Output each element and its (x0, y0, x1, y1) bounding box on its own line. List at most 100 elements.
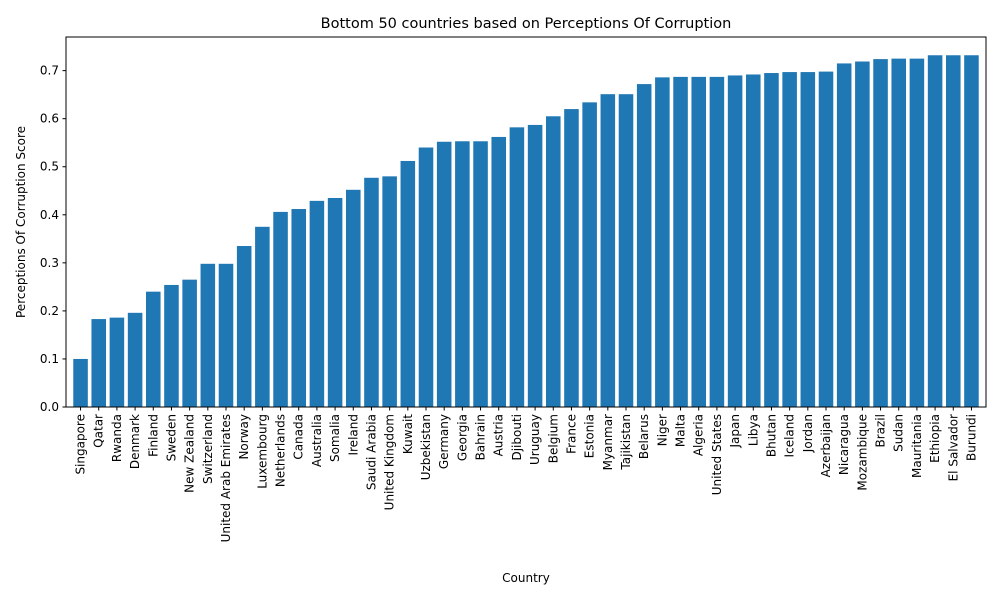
x-tick-label: Singapore (74, 414, 88, 475)
bar (91, 319, 106, 407)
bar (655, 77, 670, 407)
bar (273, 211, 288, 407)
bar (964, 55, 979, 408)
x-tick-label: Mauritania (910, 414, 924, 478)
bar (527, 124, 543, 408)
bar (400, 160, 416, 407)
bar (455, 141, 470, 408)
y-tick-label: 0.2 (40, 304, 59, 318)
x-tick-label: United States (710, 414, 724, 495)
x-tick-label: Belgium (546, 414, 560, 463)
y-axis: 0.0 0.1 0.2 0.3 0.4 0.5 0.6 0.7 (40, 64, 66, 414)
x-tick-label: Jordan (801, 414, 815, 453)
bar (382, 176, 397, 407)
x-tick-label: Switzerland (201, 414, 215, 484)
bar (564, 109, 579, 408)
x-tick-label: Canada (292, 414, 306, 460)
bars-group (73, 55, 979, 408)
bar (418, 147, 434, 408)
x-tick-label: New Zealand (183, 414, 197, 493)
x-tick-label: United Arab Emirates (219, 414, 233, 542)
bar (600, 94, 616, 407)
x-tick-label: Austria (492, 414, 506, 456)
x-tick-label: Bahrain (474, 414, 488, 460)
x-tick-label: Finland (146, 414, 160, 457)
bar (182, 279, 197, 407)
x-tick-label: Denmark (128, 414, 142, 469)
x-tick-label: Somalia (328, 414, 342, 462)
x-tick-label: Rwanda (110, 414, 124, 462)
x-tick-label: Qatar (92, 414, 106, 448)
x-tick-label: Australia (310, 414, 324, 467)
y-tick-label: 0.4 (40, 208, 59, 222)
y-tick-label: 0.0 (40, 400, 59, 414)
bar (673, 76, 688, 407)
x-tick-label: Kuwait (401, 414, 415, 454)
y-axis-label: Perceptions Of Corruption Score (14, 126, 28, 318)
y-tick-label: 0.3 (40, 256, 59, 270)
x-tick-label: El Salvador (946, 414, 960, 481)
chart-title: Bottom 50 countries based on Perceptions… (321, 16, 732, 32)
x-tick-label: Burundi (964, 414, 978, 461)
bar (327, 197, 343, 407)
bar (364, 177, 379, 407)
bar (236, 246, 252, 407)
x-tick-label: Norway (237, 414, 251, 460)
bar (746, 74, 761, 407)
bar (200, 263, 216, 407)
bar (436, 141, 452, 408)
x-tick-label: Iceland (783, 414, 797, 457)
bar (909, 58, 925, 407)
bar (691, 76, 706, 407)
x-tick-label: Mozambique (855, 414, 869, 491)
bar (836, 63, 852, 408)
bar (146, 291, 161, 407)
x-tick-label: Sweden (164, 414, 178, 461)
x-tick-label: Sudan (892, 414, 906, 452)
bar (855, 61, 870, 407)
x-tick-label: Ireland (346, 414, 360, 456)
x-tick-label: Luxembourg (255, 414, 269, 489)
bar (618, 94, 634, 407)
bar (291, 209, 306, 407)
bar (255, 226, 270, 407)
x-tick-label: Tajikistan (619, 414, 633, 471)
x-tick-label: Saudi Arabia (364, 414, 378, 490)
bar (891, 58, 906, 407)
bar (727, 75, 743, 407)
x-tick-label: Djibouti (510, 414, 524, 461)
bar (473, 141, 488, 408)
bar (946, 55, 961, 408)
y-tick-label: 0.6 (40, 112, 59, 126)
bar (109, 317, 125, 407)
x-tick-label: France (564, 414, 578, 454)
x-tick-label: Ethiopia (928, 414, 942, 463)
bar (764, 73, 779, 407)
x-tick-label: Uruguay (528, 414, 542, 465)
x-tick-label: Brazil (874, 414, 888, 448)
bar (491, 136, 506, 407)
x-tick-label: Bhutan (764, 414, 778, 457)
x-tick-label: Azerbaijan (819, 414, 833, 477)
x-tick-label: Belarus (637, 414, 651, 459)
x-tick-label: Niger (655, 414, 669, 446)
x-tick-label: Algeria (692, 414, 706, 456)
bar (546, 116, 561, 408)
x-tick-label: Estonia (583, 414, 597, 458)
x-tick-label: Myanmar (601, 414, 615, 470)
bar (873, 59, 888, 408)
y-tick-label: 0.5 (40, 160, 59, 174)
x-tick-label: Uzbekistan (419, 414, 433, 480)
bar (709, 76, 725, 407)
bar (636, 84, 652, 407)
bar (927, 55, 943, 408)
x-tick-label: Libya (746, 414, 760, 446)
x-tick-label: Germany (437, 414, 451, 469)
x-tick-label: Georgia (455, 414, 469, 461)
x-axis-label: Country (502, 571, 550, 585)
bar (309, 200, 325, 407)
bar (127, 312, 143, 407)
bar (782, 72, 797, 408)
